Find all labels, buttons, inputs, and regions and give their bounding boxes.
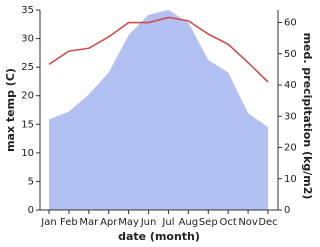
x-tick-label: Nov bbox=[238, 217, 258, 228]
y2-axis-label: med. precipitation (kg/m2) bbox=[301, 33, 314, 200]
temperature-line bbox=[48, 16, 269, 83]
y2-tick-label: 0 bbox=[284, 205, 290, 216]
y-tick-label: 0 bbox=[28, 205, 34, 216]
precipitation-area bbox=[49, 10, 268, 210]
y-tick-label: 15 bbox=[21, 119, 34, 130]
y-tick-label: 5 bbox=[28, 176, 34, 187]
y2-tick-label: 30 bbox=[284, 111, 297, 122]
x-tick-label: Jan bbox=[40, 217, 56, 228]
y2-tick-label: 40 bbox=[284, 80, 297, 91]
x-tick-label: Sep bbox=[199, 217, 218, 228]
y-tick-label: 25 bbox=[21, 62, 34, 73]
x-tick-label: Jun bbox=[140, 217, 157, 228]
x-tick-label: Mar bbox=[79, 217, 99, 228]
y2-tick-label: 60 bbox=[284, 18, 297, 29]
y-tick-label: 30 bbox=[21, 34, 34, 45]
y2-tick-label: 10 bbox=[284, 174, 297, 185]
x-tick-label: Dec bbox=[258, 217, 277, 228]
x-axis-label: date (month) bbox=[118, 230, 200, 243]
x-tick-label: May bbox=[118, 217, 139, 228]
y2-tick-label: 50 bbox=[284, 49, 297, 60]
y-tick-label: 10 bbox=[21, 148, 34, 159]
x-tick-label: Oct bbox=[220, 217, 237, 228]
y-tick-label: 35 bbox=[21, 5, 34, 16]
x-tick-label: Feb bbox=[60, 217, 78, 228]
y-tick-label: 20 bbox=[21, 91, 34, 102]
x-tick-label: Apr bbox=[100, 217, 118, 228]
y-axis-label: max temp (C) bbox=[4, 68, 17, 152]
x-tick-label: Jul bbox=[161, 217, 174, 228]
x-tick-label: Aug bbox=[179, 217, 199, 228]
y2-tick-label: 20 bbox=[284, 143, 297, 154]
